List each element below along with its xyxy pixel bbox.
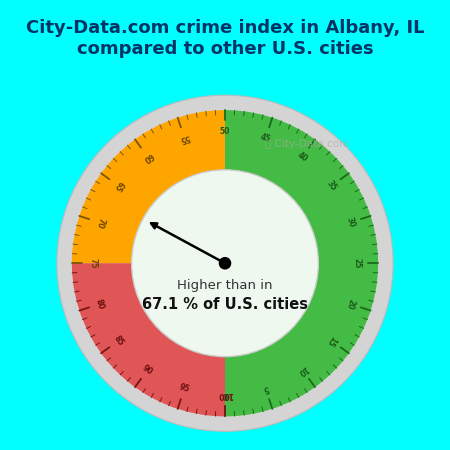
Text: 60: 60 [141,150,154,163]
Text: 65: 65 [112,179,125,193]
Circle shape [131,170,319,356]
Wedge shape [57,95,393,431]
Text: 45: 45 [259,132,272,144]
Text: 80: 80 [94,297,106,310]
Wedge shape [225,110,378,416]
Text: City-Data.com crime index in Albany, IL
compared to other U.S. cities: City-Data.com crime index in Albany, IL … [26,19,424,58]
Text: 20: 20 [344,297,356,310]
Text: 55: 55 [178,132,191,144]
Text: 35: 35 [325,179,338,193]
Text: 30: 30 [344,216,356,229]
Text: 95: 95 [178,382,191,394]
Text: 70: 70 [94,216,106,229]
Text: 85: 85 [112,334,125,347]
Text: 40: 40 [296,150,309,163]
Text: 100: 100 [217,391,233,400]
Text: ⧘ City-Data.com: ⧘ City-Data.com [265,139,349,149]
Text: 75: 75 [89,258,98,269]
Text: 5: 5 [262,383,270,394]
Circle shape [220,258,230,269]
Wedge shape [72,263,225,416]
Text: 0: 0 [222,391,228,400]
Wedge shape [72,110,225,263]
Text: Higher than in: Higher than in [177,279,273,292]
Text: 50: 50 [220,127,230,136]
Text: 15: 15 [325,334,338,347]
Text: 10: 10 [296,363,309,377]
Text: 67.1 % of U.S. cities: 67.1 % of U.S. cities [142,297,308,312]
Text: 90: 90 [141,363,154,377]
Text: 25: 25 [352,258,361,269]
